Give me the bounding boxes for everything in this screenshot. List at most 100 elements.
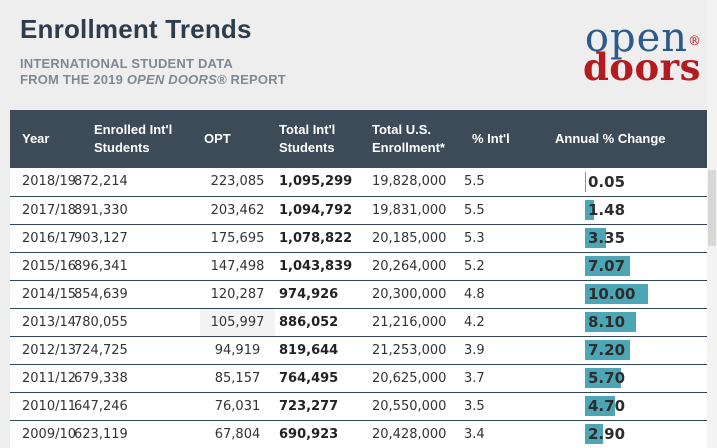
annual-change-bar (585, 256, 630, 276)
cell-pct-intl: 5.5 (462, 168, 540, 197)
cell-annual-pct-change: 10.00 (540, 280, 707, 309)
cell-total-intl-students: 819,644 (275, 336, 370, 365)
cell-year: 2018/19 (10, 168, 76, 197)
cell-year: 2011/12 (10, 364, 76, 393)
cell-opt: 120,287 (200, 280, 275, 309)
annual-change-bar (585, 396, 615, 416)
cell-enrolled-intl-students: 854,639 (72, 280, 200, 309)
table-row: 2014/15 854,639 120,287 974,926 20,300,0… (10, 280, 707, 309)
annual-change-bar (585, 340, 630, 360)
cell-pct-intl: 4.8 (462, 280, 540, 309)
annual-change-bar (585, 312, 636, 332)
logo-word-doors: doors (582, 45, 701, 89)
table-row: 2013/14 780,055 105,997 886,052 21,216,0… (10, 308, 707, 337)
annual-change-value: 0.05 (588, 172, 626, 191)
cell-pct-intl: 3.9 (462, 336, 540, 365)
cell-year: 2010/11 (10, 392, 76, 421)
table-row: 2017/18 891,330 203,462 1,094,792 19,831… (10, 196, 707, 225)
table-row: 2016/17 903,127 175,695 1,078,822 20,185… (10, 224, 707, 253)
column-header-total_intl: Total Int'l Students (275, 110, 370, 168)
logo-word-open: open® (584, 15, 701, 61)
cell-total-us-enrollment: 21,253,000 (370, 336, 462, 365)
annual-change-bar (585, 171, 586, 192)
cell-total-intl-students: 1,078,822 (275, 224, 370, 253)
annual-change-bar-wrap: 4.70 (585, 394, 707, 418)
cell-total-intl-students: 764,495 (275, 364, 370, 393)
table-header-row: Year Enrolled Int'l Students OPT Total Int'… (10, 110, 707, 168)
annual-change-value: 2.90 (588, 425, 626, 443)
cell-enrolled-intl-students: 891,330 (72, 196, 200, 225)
cell-opt: 223,085 (200, 168, 275, 197)
annual-change-bar-wrap: 0.05 (585, 170, 707, 194)
annual-change-value: 1.48 (588, 201, 626, 219)
cell-total-intl-students: 1,043,839 (275, 252, 370, 281)
cell-opt: 203,462 (200, 196, 275, 225)
cell-annual-pct-change: 5.70 (540, 364, 707, 393)
page-title: Enrollment Trends (20, 14, 252, 44)
cell-year: 2015/16 (10, 252, 76, 281)
cell-total-us-enrollment: 20,428,000 (370, 420, 462, 448)
cell-total-us-enrollment: 20,264,000 (370, 252, 462, 281)
enrollment-table: Year Enrolled Int'l Students OPT Total Int'… (10, 110, 707, 448)
cell-enrolled-intl-students: 896,341 (72, 252, 200, 281)
table-row: 2009/10 623,119 67,804 690,923 20,428,00… (10, 420, 707, 448)
cell-total-us-enrollment: 21,216,000 (370, 308, 462, 337)
cell-annual-pct-change: 0.05 (540, 168, 707, 197)
cell-annual-pct-change: 3.35 (540, 224, 707, 253)
cell-total-us-enrollment: 19,831,000 (370, 196, 462, 225)
column-header-opt: OPT (200, 110, 275, 168)
annual-change-bar (585, 200, 594, 220)
table-row: 2011/12 679,338 85,157 764,495 20,625,00… (10, 364, 707, 393)
cell-total-intl-students: 886,052 (275, 308, 370, 337)
column-header-pct_intl: % Int'l (462, 110, 540, 168)
subtitle-report-name: OPEN DOORS® (126, 72, 227, 87)
annual-change-bar-wrap: 5.70 (585, 366, 707, 390)
scrollbar-thumb[interactable] (708, 170, 716, 246)
cell-total-intl-students: 723,277 (275, 392, 370, 421)
cell-opt: 175,695 (200, 224, 275, 253)
cell-year: 2014/15 (10, 280, 76, 309)
cell-total-intl-students: 1,094,792 (275, 196, 370, 225)
cell-opt: 67,804 (200, 420, 275, 448)
annual-change-value: 7.20 (588, 341, 626, 359)
cell-total-intl-students: 974,926 (275, 280, 370, 309)
annual-change-bar (585, 368, 621, 388)
cell-total-us-enrollment: 19,828,000 (370, 168, 462, 197)
annual-change-bar-wrap: 8.10 (585, 310, 707, 334)
cell-total-intl-students: 690,923 (275, 420, 370, 448)
cell-pct-intl: 3.5 (462, 392, 540, 421)
subtitle-line1: INTERNATIONAL STUDENT DATA (20, 56, 233, 71)
annual-change-value: 4.70 (588, 397, 626, 415)
annual-change-value: 3.35 (588, 229, 626, 247)
annual-change-value: 5.70 (588, 369, 626, 387)
cell-enrolled-intl-students: 903,127 (72, 224, 200, 253)
subtitle: INTERNATIONAL STUDENT DATA FROM THE 2019… (20, 56, 717, 88)
cell-enrolled-intl-students: 780,055 (72, 308, 200, 337)
cell-opt: 85,157 (200, 364, 275, 393)
annual-change-bar-wrap: 7.20 (585, 338, 707, 362)
cell-annual-pct-change: 2.90 (540, 420, 707, 448)
cell-year: 2009/10 (10, 420, 76, 448)
annual-change-bar (585, 228, 606, 248)
cell-opt: 105,997 (200, 308, 275, 337)
cell-total-us-enrollment: 20,550,000 (370, 392, 462, 421)
cell-opt: 76,031 (200, 392, 275, 421)
cell-annual-pct-change: 7.07 (540, 252, 707, 281)
annual-change-bar (585, 424, 603, 444)
annual-change-bar-wrap: 3.35 (585, 226, 707, 250)
annual-change-value: 7.07 (588, 257, 626, 275)
cell-enrolled-intl-students: 724,725 (72, 336, 200, 365)
cell-opt: 94,919 (200, 336, 275, 365)
cell-pct-intl: 4.2 (462, 308, 540, 337)
annual-change-value: 10.00 (588, 285, 636, 303)
column-header-annual: Annual % Change (540, 110, 707, 168)
table-row: 2015/16 896,341 147,498 1,043,839 20,264… (10, 252, 707, 281)
annual-change-bar-wrap: 10.00 (585, 282, 707, 306)
cell-enrolled-intl-students: 623,119 (72, 420, 200, 448)
vertical-scrollbar[interactable] (707, 0, 717, 448)
cell-enrolled-intl-students: 679,338 (72, 364, 200, 393)
cell-annual-pct-change: 8.10 (540, 308, 707, 337)
annual-change-bar (585, 284, 648, 304)
table-row: 2018/19 872,214 223,085 1,095,299 19,828… (10, 168, 707, 197)
registered-mark-icon: ® (688, 34, 701, 49)
